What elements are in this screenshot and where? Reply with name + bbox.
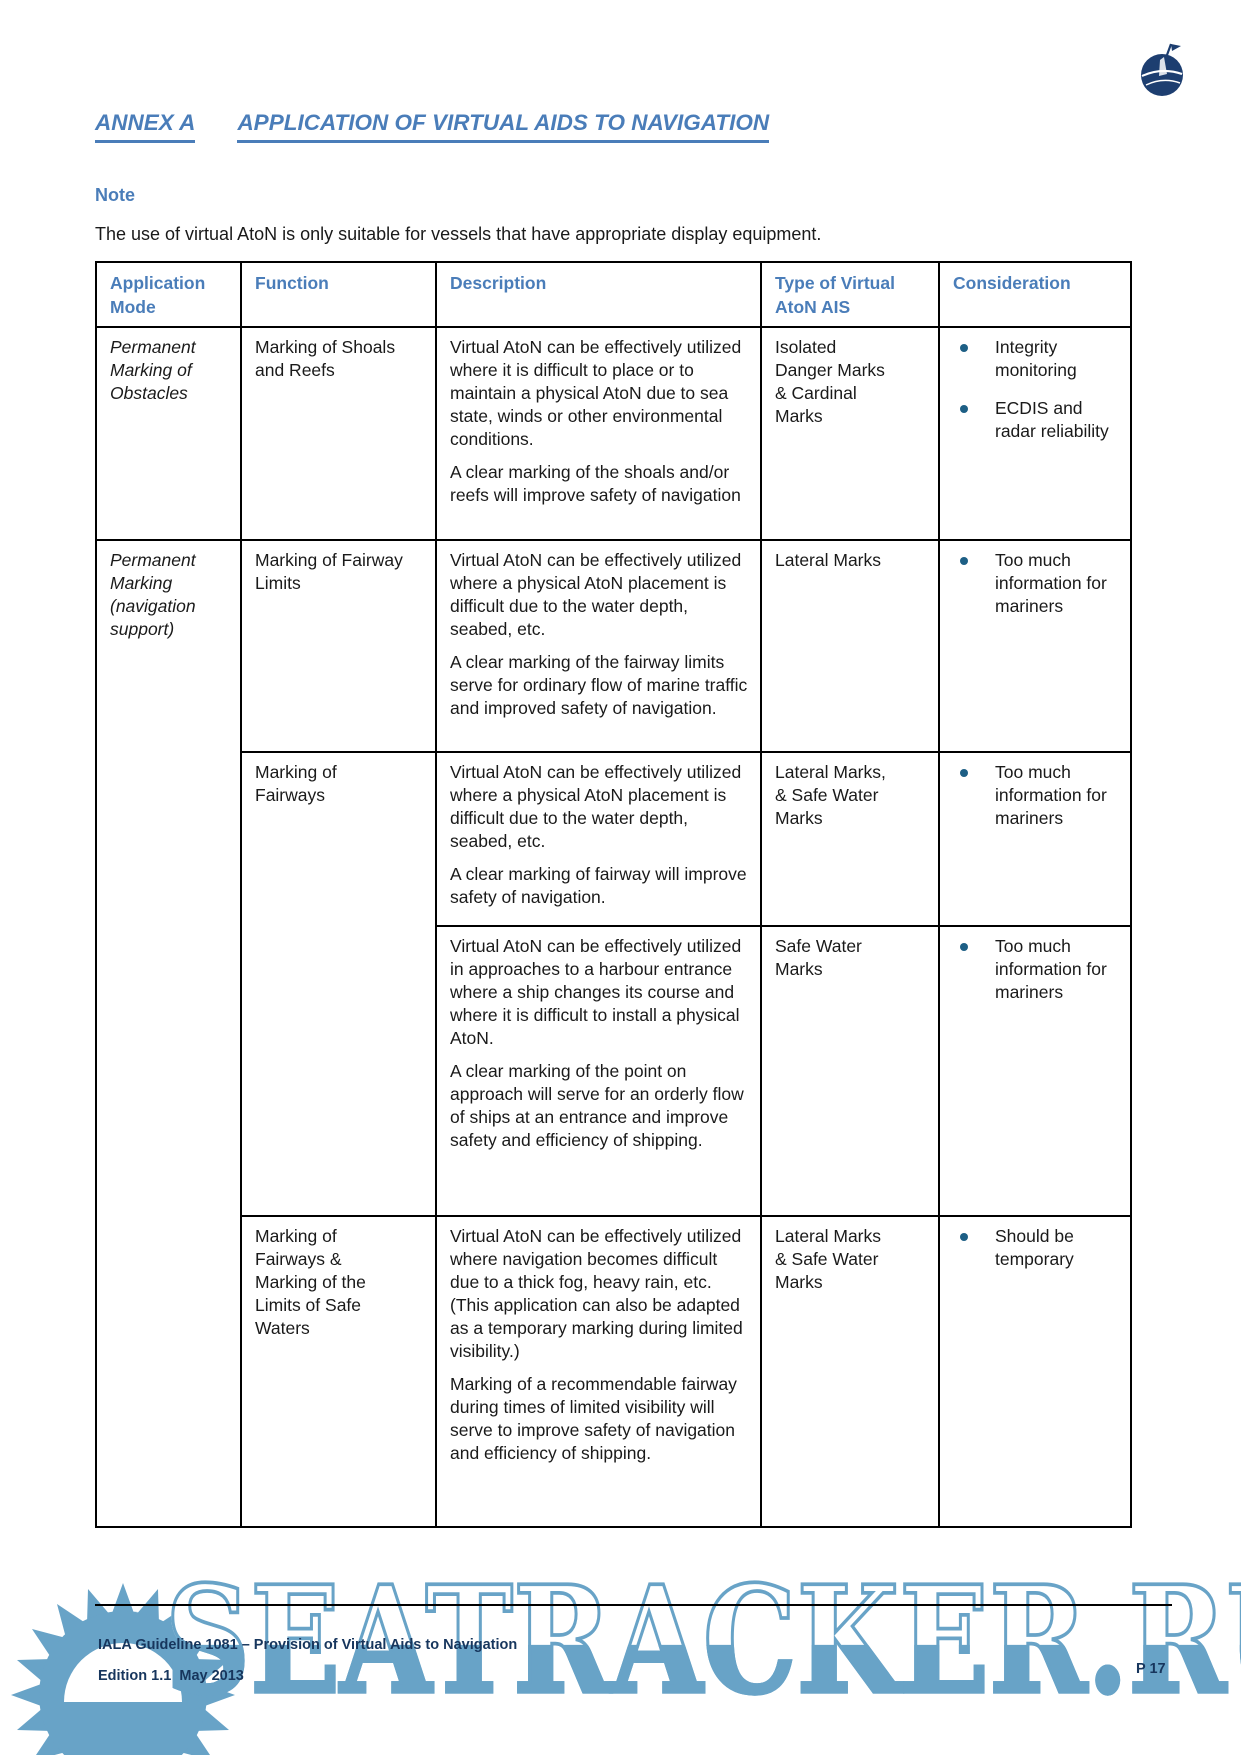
list-item: Should be temporary: [953, 1225, 1120, 1271]
column-header-description: Description: [435, 261, 762, 328]
table-row: Marking of Fairways & Marking of the Lim…: [96, 1215, 1132, 1528]
cell-description-limited-visibility: Virtual AtoN can be effectively utilized…: [435, 1215, 762, 1528]
page-content: ANNEX A APPLICATION OF VIRTUAL AIDS TO NA…: [95, 0, 1132, 1528]
cell-description-fairways: Virtual AtoN can be effectively utilized…: [435, 751, 762, 927]
bullet-icon: [960, 943, 968, 951]
table-row: Marking of Fairways Virtual AtoN can be …: [96, 751, 1132, 1217]
cell-mode-obstacles: Permanent Marking of Obstacles: [95, 326, 242, 541]
list-item: Integrity monitoring: [953, 336, 1120, 382]
watermark: SEATRACKER.RU: [163, 1551, 1241, 1729]
footer-divider: [95, 1604, 1172, 1606]
cell-type-lateral-marks: Lateral Marks: [760, 539, 940, 753]
cell-type-lateral-safe-water: Lateral Marks, & Safe Water Marks: [760, 751, 940, 927]
note-heading: Note: [95, 185, 135, 205]
table-row: Permanent Marking of Obstacles Marking o…: [95, 326, 1132, 541]
cell-type-isolated-danger: Isolated Danger Marks & Cardinal Marks: [760, 326, 940, 541]
footer: IALA Guideline 1081 – Provision of Virtu…: [98, 1630, 517, 1692]
cell-description-harbour-approach: Virtual AtoN can be effectively utilized…: [435, 925, 762, 1217]
column-header-type: Type of Virtual AtoN AIS: [760, 261, 940, 328]
table-row: Virtual AtoN can be effectively utilized…: [96, 925, 1132, 1217]
bullet-icon: [960, 405, 968, 413]
list-item: Too much information for mariners: [953, 549, 1120, 618]
list-item: Too much information for mariners: [953, 935, 1120, 1004]
table-row: Permanent Marking (navigation support) M…: [95, 539, 1132, 1528]
bullet-icon: [960, 557, 968, 565]
cell-mode-navigation-support: Permanent Marking (navigation support): [95, 539, 242, 1528]
cell-function-shoals-reefs: Marking of Shoals and Reefs: [240, 326, 437, 541]
cell-consideration-too-much-info-3: Too much information for mariners: [938, 925, 1132, 1217]
intro-paragraph: The use of virtual AtoN is only suitable…: [95, 224, 822, 244]
column-header-application-mode: Application Mode: [95, 261, 242, 328]
list-item: Too much information for mariners: [953, 761, 1120, 830]
seatracker-sun-icon: [8, 1580, 238, 1755]
column-header-consideration: Consideration: [938, 261, 1132, 328]
column-header-function: Function: [240, 261, 437, 328]
page-number: P 17: [1136, 1661, 1166, 1677]
title-text: APPLICATION OF VIRTUAL AIDS TO NAVIGATIO…: [237, 108, 770, 143]
cell-description-shoals-reefs: Virtual AtoN can be effectively utilized…: [435, 326, 762, 541]
cell-consideration-too-much-info-2: Too much information for mariners: [938, 751, 1132, 927]
annex-label: ANNEX A: [95, 108, 196, 143]
cell-function-fairways-safe-waters: Marking of Fairways & Marking of the Lim…: [240, 1215, 437, 1528]
page-title: ANNEX A APPLICATION OF VIRTUAL AIDS TO NA…: [95, 108, 1130, 143]
cell-consideration-too-much-info-1: Too much information for mariners: [938, 539, 1132, 753]
cell-function-fairway-limits: Marking of Fairway Limits: [240, 539, 437, 753]
cell-description-fairway-limits: Virtual AtoN can be effectively utilized…: [435, 539, 762, 753]
iala-logo-icon: [1138, 40, 1188, 103]
cell-consideration-integrity: Integrity monitoring ECDIS and radar rel…: [938, 326, 1132, 541]
aton-application-table: Application Mode Function Description Ty…: [95, 261, 1132, 1528]
footer-guideline-title: IALA Guideline 1081 – Provision of Virtu…: [98, 1637, 518, 1653]
cell-function-fairways: Marking of Fairways: [240, 751, 437, 1217]
list-item: ECDIS and radar reliability: [953, 397, 1120, 443]
bullet-icon: [960, 1233, 968, 1241]
bullet-icon: [960, 769, 968, 777]
footer-edition: Edition 1.1 May 2013: [98, 1668, 244, 1684]
cell-type-lateral-safe-water-2: Lateral Marks & Safe Water Marks: [760, 1215, 940, 1528]
cell-type-safe-water: Safe Water Marks: [760, 925, 940, 1217]
cell-consideration-temporary: Should be temporary: [938, 1215, 1132, 1528]
bullet-icon: [960, 344, 968, 352]
